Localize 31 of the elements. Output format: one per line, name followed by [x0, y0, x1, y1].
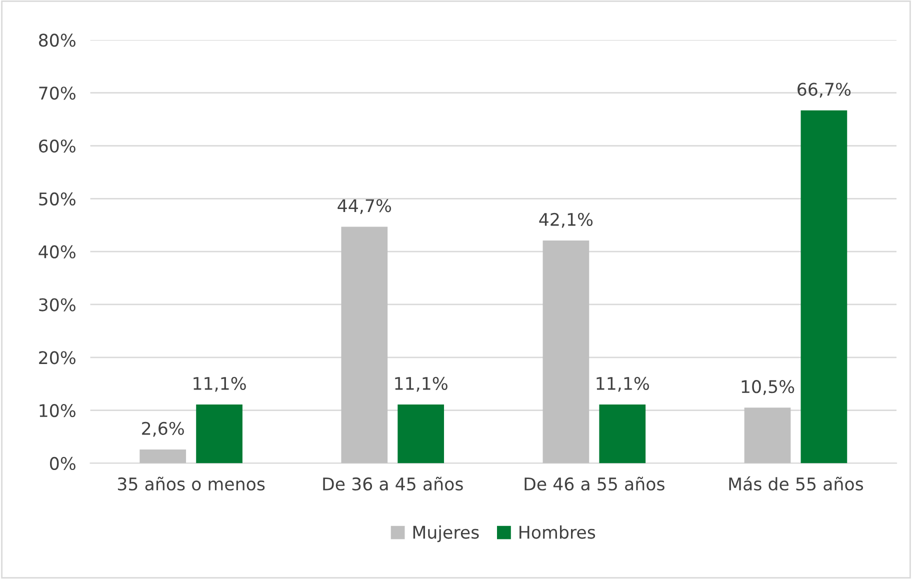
y-tick-label: 50%	[39, 192, 76, 206]
data-label: 10,5%	[742, 380, 794, 395]
y-tick-label: 40%	[38, 245, 76, 258]
bar	[800, 110, 848, 464]
data-label: 66,7%	[798, 82, 851, 98]
legend-label: Hombres	[520, 525, 596, 539]
data-label: 42,1%	[539, 212, 593, 228]
bar	[599, 404, 646, 464]
bar	[341, 226, 388, 464]
bar	[398, 404, 444, 464]
x-tick-label: De 36 a 45 años	[323, 476, 463, 491]
y-tick-label: 70%	[39, 86, 76, 100]
data-label: 11,1%	[596, 376, 650, 392]
y-tick-label: 0%	[50, 456, 76, 470]
y-tick-label: 20%	[39, 351, 76, 364]
data-label: 11,1%	[194, 376, 246, 392]
bar	[542, 240, 590, 464]
x-tick-label: Más de 55 años	[729, 476, 864, 491]
x-tick-label: De 46 a 55 años	[524, 476, 664, 491]
bar	[140, 449, 186, 464]
data-label: 11,1%	[395, 376, 448, 392]
data-label: 2,6%	[142, 422, 184, 437]
y-tick-label: 30%	[39, 298, 76, 312]
y-tick-label: 10%	[40, 404, 76, 418]
y-tick-label: 80%	[38, 34, 76, 47]
y-tick-label: 60%	[39, 139, 76, 153]
bar	[196, 404, 242, 464]
legend-label: Mujeres	[413, 525, 479, 542]
x-tick-label: 35 años o menos	[118, 476, 265, 491]
bar	[744, 408, 791, 464]
data-label: 44,7%	[338, 199, 392, 214]
